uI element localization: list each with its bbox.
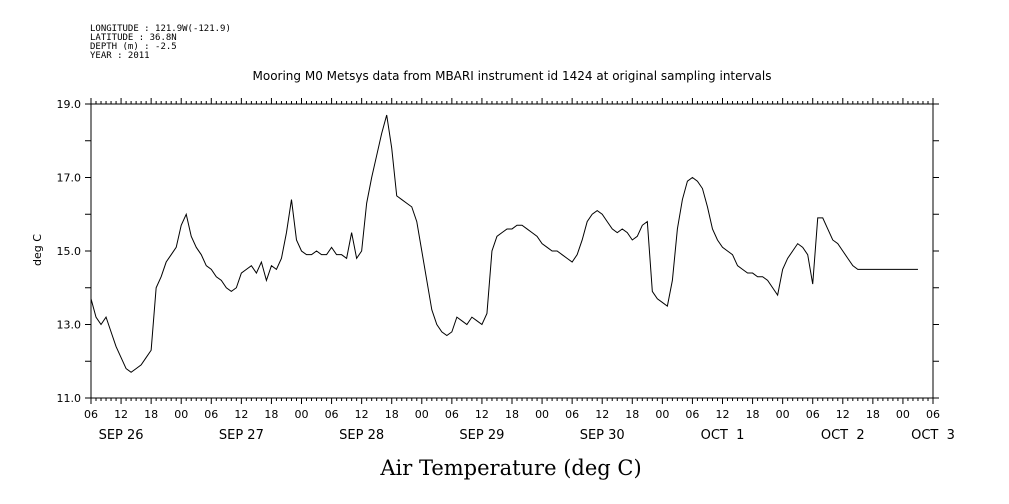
- x-tick-label: 06: [84, 408, 98, 421]
- x-tick-label: 00: [174, 408, 188, 421]
- x-tick-label: 00: [295, 408, 309, 421]
- x-tick-label: 12: [355, 408, 369, 421]
- x-tick-label: 18: [505, 408, 519, 421]
- x-tick-label: 06: [806, 408, 820, 421]
- plot-frame: [90, 103, 934, 399]
- x-tick-label: 12: [836, 408, 850, 421]
- day-label: SEP 29: [459, 428, 504, 443]
- y-tick-labels: 11.0 13.0 15.0 17.0 19.0: [57, 98, 82, 405]
- temperature-series-line: [90, 114, 918, 373]
- y-axis-label: deg C: [31, 234, 44, 266]
- year-label: YEAR : 2011: [90, 51, 150, 61]
- x-tick-label: 00: [655, 408, 669, 421]
- x-axis-label: Air Temperature (deg C): [379, 456, 641, 480]
- x-tick-label: 18: [746, 408, 760, 421]
- depth-label: DEPTH (m) : -2.5: [90, 42, 177, 52]
- x-tick-label: 00: [415, 408, 429, 421]
- x-tick-label: 06: [204, 408, 218, 421]
- longitude-label: LONGITUDE : 121.9W(-121.9): [90, 24, 231, 34]
- x-tick-labels: 06 12 18 00 06 12 18 00 06 12 18 00 06 12 18 00 06 12 18 00…: [84, 408, 940, 421]
- day-label: SEP 26: [99, 428, 144, 443]
- day-label: OCT 2: [821, 428, 865, 443]
- x-tick-label: 12: [234, 408, 248, 421]
- y-tick-label: 17.0: [57, 172, 82, 185]
- y-tick-label: 13.0: [57, 319, 82, 332]
- x-tick-label: 12: [475, 408, 489, 421]
- latitude-label: LATITUDE : 36.8N: [90, 33, 177, 43]
- x-tick-label: 00: [535, 408, 549, 421]
- day-label: SEP 28: [339, 428, 384, 443]
- chart-title: Mooring M0 Metsys data from MBARI instru…: [253, 69, 772, 83]
- y-tick-label: 11.0: [57, 392, 82, 405]
- x-tick-label: 18: [385, 408, 399, 421]
- day-label: OCT 1: [701, 428, 745, 443]
- day-label: SEP 27: [219, 428, 264, 443]
- x-tick-label: 06: [685, 408, 699, 421]
- x-tick-label: 18: [144, 408, 158, 421]
- x-tick-label: 12: [114, 408, 128, 421]
- plot-axes: [85, 98, 939, 404]
- x-tick-label: 18: [866, 408, 880, 421]
- y-tick-label: 15.0: [57, 245, 82, 258]
- x-tick-label: 00: [776, 408, 790, 421]
- x-tick-label: 06: [325, 408, 339, 421]
- day-label: SEP 30: [580, 428, 625, 443]
- y-tick-label: 19.0: [57, 98, 82, 111]
- x-tick-label: 06: [926, 408, 940, 421]
- day-label: OCT 3: [911, 428, 955, 443]
- x-tick-label: 06: [445, 408, 459, 421]
- x-tick-label: 12: [595, 408, 609, 421]
- x-tick-label: 18: [264, 408, 278, 421]
- day-labels: SEP 26 SEP 27 SEP 28 SEP 29 SEP 30 OCT 1 OCT 2…: [99, 428, 955, 443]
- x-tick-label: 06: [565, 408, 579, 421]
- x-tick-label: 00: [896, 408, 910, 421]
- x-tick-label: 12: [716, 408, 730, 421]
- x-tick-label: 18: [625, 408, 639, 421]
